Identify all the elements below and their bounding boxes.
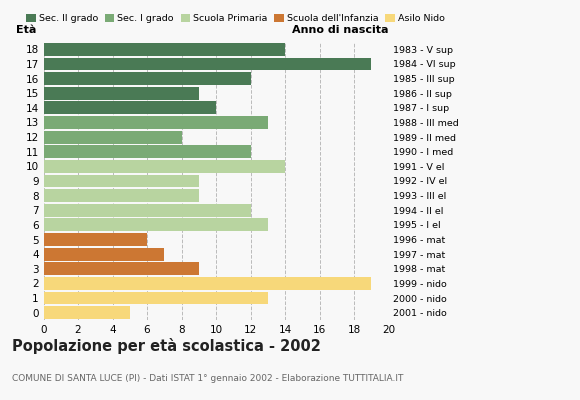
Legend: Sec. II grado, Sec. I grado, Scuola Primaria, Scuola dell'Infanzia, Asilo Nido: Sec. II grado, Sec. I grado, Scuola Prim… <box>23 10 449 27</box>
Bar <box>44 145 251 158</box>
Bar <box>44 43 285 56</box>
Bar <box>44 160 285 173</box>
Text: Anno di nascita: Anno di nascita <box>292 25 389 35</box>
Text: COMUNE DI SANTA LUCE (PI) - Dati ISTAT 1° gennaio 2002 - Elaborazione TUTTITALIA: COMUNE DI SANTA LUCE (PI) - Dati ISTAT 1… <box>12 374 403 383</box>
Bar <box>44 306 130 319</box>
Bar <box>44 277 371 290</box>
Bar <box>44 189 199 202</box>
Bar <box>44 248 164 260</box>
Bar <box>44 218 268 231</box>
Bar <box>44 72 251 85</box>
Bar <box>44 292 268 304</box>
Bar <box>44 233 147 246</box>
Bar <box>44 131 182 144</box>
Bar <box>44 174 199 188</box>
Bar <box>44 116 268 129</box>
Bar <box>44 87 199 100</box>
Text: Popolazione per età scolastica - 2002: Popolazione per età scolastica - 2002 <box>12 338 321 354</box>
Bar <box>44 102 216 114</box>
Bar <box>44 58 371 70</box>
Text: Età: Età <box>16 25 37 35</box>
Bar <box>44 262 199 275</box>
Bar <box>44 204 251 217</box>
